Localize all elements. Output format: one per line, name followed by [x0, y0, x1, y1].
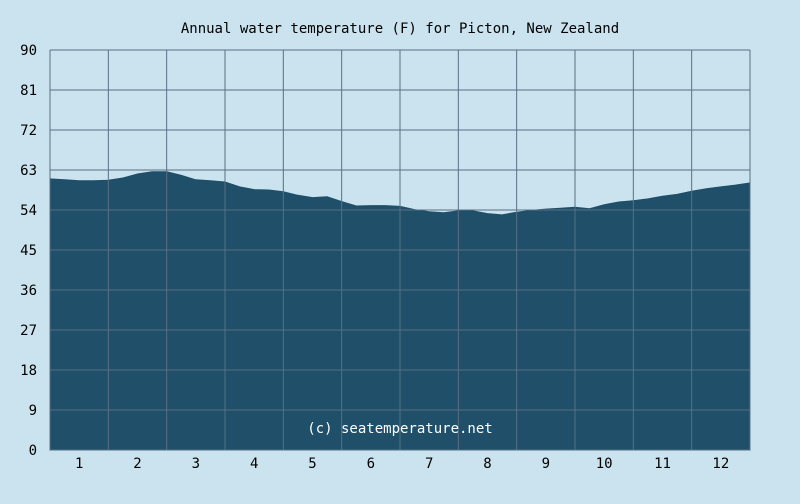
y-tick-label: 63	[20, 163, 37, 179]
y-tick-label: 9	[29, 403, 37, 419]
y-tick-label: 18	[20, 363, 37, 379]
x-tick-label: 4	[250, 456, 258, 472]
x-tick-label: 11	[654, 456, 671, 472]
x-tick-label: 5	[308, 456, 316, 472]
x-tick-label: 12	[712, 456, 729, 472]
x-tick-label: 6	[367, 456, 375, 472]
y-tick-label: 54	[20, 203, 37, 219]
y-tick-label: 81	[20, 83, 37, 99]
x-tick-label: 1	[75, 456, 83, 472]
y-tick-label: 36	[20, 283, 37, 299]
x-tick-label: 9	[542, 456, 550, 472]
x-tick-label: 7	[425, 456, 433, 472]
x-tick-label: 10	[596, 456, 613, 472]
watermark-text: (c) seatemperature.net	[307, 421, 492, 437]
y-tick-label: 0	[29, 443, 37, 459]
grid-layer	[49, 49, 751, 451]
y-tick-label: 45	[20, 243, 37, 259]
x-tick-label: 3	[192, 456, 200, 472]
chart-title: Annual water temperature (F) for Picton,…	[181, 21, 619, 37]
x-tick-label: 2	[133, 456, 141, 472]
x-tick-label: 8	[483, 456, 491, 472]
y-tick-label: 27	[20, 323, 37, 339]
y-tick-label: 90	[20, 43, 37, 59]
y-tick-label: 72	[20, 123, 37, 139]
